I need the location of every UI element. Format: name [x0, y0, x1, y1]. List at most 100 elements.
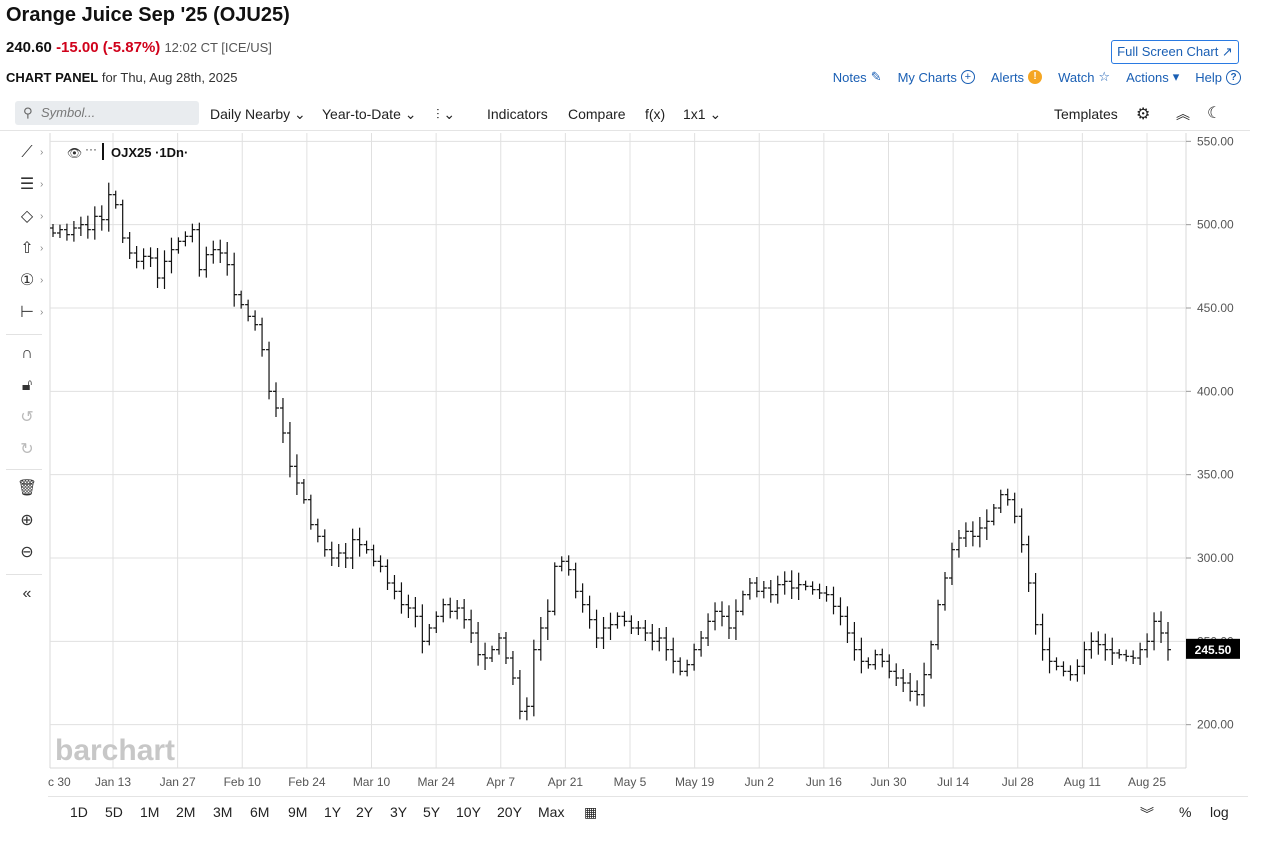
ohlc-bar	[893, 663, 900, 686]
ohlc-bar	[502, 632, 509, 664]
ohlc-bar	[607, 612, 614, 640]
collapse-sidebar-icon[interactable]: «	[22, 585, 32, 602]
interval-dropdown[interactable]: Daily Nearby ⌄	[210, 106, 306, 123]
range-10y[interactable]: 10Y	[456, 804, 481, 820]
ohlc-bar	[816, 583, 823, 599]
range-1y[interactable]: 1Y	[324, 804, 342, 820]
chart-legend: 👁︎ ··· OJX25 ·1Dn·	[67, 142, 188, 160]
ohlc-bar	[621, 611, 628, 627]
templates-button[interactable]: Templates	[1054, 106, 1118, 122]
range-3m[interactable]: 3M	[213, 804, 233, 820]
range-1d[interactable]: 1D	[70, 804, 88, 820]
ohlc-bar	[119, 199, 126, 243]
ohlc-bar	[1088, 632, 1095, 659]
ohlc-bar	[489, 645, 496, 662]
ohlc-bar	[955, 530, 962, 558]
zoom-in-icon[interactable]: ⊕	[20, 512, 34, 529]
measure-tool-icon[interactable]: ⊢ ›	[20, 304, 44, 321]
ohlc-bar	[1123, 649, 1130, 662]
y-tick-label: 500.00	[1197, 218, 1234, 232]
bar-type-dropdown[interactable]: ⫶ ⌄	[436, 106, 455, 123]
edit-icon: ✎	[870, 69, 882, 84]
range-6m[interactable]: 6M	[250, 804, 270, 820]
ohlc-bar	[558, 556, 565, 572]
ohlc-bar	[105, 182, 112, 232]
zoom-out-icon[interactable]: ⊖	[20, 544, 34, 561]
calendar-icon[interactable]: ▦	[584, 804, 598, 820]
annotation-tool-icon[interactable]: ① ›	[19, 272, 44, 289]
ohlc-bar	[523, 697, 530, 721]
function-button[interactable]: f(x)	[645, 106, 666, 122]
ohlc-bar	[342, 543, 349, 568]
my-charts-link[interactable]: My Charts +	[898, 69, 975, 85]
symbol-search-input[interactable]: ⚲ Symbol...	[15, 101, 199, 125]
ohlc-bar	[663, 627, 670, 661]
ohlc-bar	[433, 611, 440, 633]
x-tick-label: May 5	[614, 775, 647, 789]
x-tick-label: Jan 13	[95, 775, 131, 789]
y-tick-label: 450.00	[1197, 301, 1234, 315]
range-dropdown[interactable]: Year-to-Date ⌄	[322, 106, 416, 123]
expand-down-icon[interactable]: ︾	[1140, 806, 1154, 822]
percent-toggle[interactable]: %	[1179, 804, 1192, 820]
price-tag-box	[1186, 638, 1240, 659]
ohlc-bar	[273, 382, 279, 417]
actions-menu[interactable]: Actions ▾	[1126, 69, 1179, 85]
watch-link[interactable]: Watch ☆	[1058, 69, 1110, 85]
ohlc-bar	[677, 657, 684, 676]
alert-icon: !	[1028, 70, 1043, 84]
ohlc-bar	[196, 222, 203, 277]
ohlc-bar	[1039, 613, 1046, 661]
ohlc-bar	[830, 586, 837, 615]
current-price-tag: 245.50	[1186, 638, 1240, 659]
range-2y[interactable]: 2Y	[356, 804, 374, 820]
log-toggle[interactable]: log	[1210, 804, 1229, 820]
alerts-link[interactable]: Alerts!	[991, 69, 1043, 85]
fib-tool-icon[interactable]: ☰ ›	[19, 176, 44, 193]
shape-tool-icon[interactable]: ◇ ›	[20, 208, 44, 225]
settings-gear-icon[interactable]: ⚙	[1136, 106, 1151, 123]
range-2m[interactable]: 2M	[176, 804, 196, 820]
trash-icon[interactable]: 🗑︎	[16, 480, 38, 497]
help-link[interactable]: Help?	[1195, 69, 1241, 85]
ohlc-bar	[1102, 633, 1109, 661]
layout-dropdown[interactable]: 1x1 ⌄	[683, 106, 721, 123]
lock-icon[interactable]: 🔓︎	[21, 377, 33, 394]
range-max[interactable]: Max	[538, 804, 565, 820]
ohlc-bar	[447, 597, 454, 619]
ohlc-bar	[948, 542, 955, 585]
ohlc-bar	[300, 479, 307, 504]
ohlc-bar	[656, 628, 663, 652]
line-tool-icon[interactable]: ⟋ ›	[21, 144, 44, 161]
notes-link[interactable]: Notes ✎	[833, 69, 882, 85]
ohlc-bar	[321, 529, 328, 557]
range-3y[interactable]: 3Y	[390, 804, 408, 820]
x-tick-label: Aug 11	[1064, 775, 1101, 789]
range-20y[interactable]: 20Y	[497, 804, 522, 820]
range-9m[interactable]: 9M	[288, 804, 308, 820]
y-tick-label: 250.00	[1197, 634, 1234, 648]
ohlc-bar	[872, 649, 879, 670]
range-5y[interactable]: 5Y	[423, 804, 441, 820]
ohlc-bar	[551, 562, 558, 616]
ohlc-bar	[1067, 665, 1074, 681]
dark-mode-moon-icon[interactable]: ☾	[1207, 105, 1222, 122]
chart-panel-label: CHART PANEL for Thu, Aug 28th, 2025	[6, 70, 237, 85]
compare-button[interactable]: Compare	[568, 106, 626, 122]
x-tick-label: Feb 24	[288, 775, 326, 789]
range-5d[interactable]: 5D	[105, 804, 123, 820]
range-1m[interactable]: 1M	[140, 804, 160, 820]
full-screen-chart-button[interactable]: Full Screen Chart ↗	[1111, 40, 1239, 64]
redo-icon[interactable]: ↻	[20, 441, 34, 458]
arrow-tool-icon[interactable]: ⇧ ›	[20, 240, 44, 257]
legend-swatch	[102, 143, 104, 160]
more-dots-icon[interactable]: ···	[85, 142, 97, 156]
magnet-icon[interactable]: ∩	[21, 345, 33, 362]
undo-icon[interactable]: ↺	[20, 409, 34, 426]
eye-icon[interactable]: 👁︎	[67, 146, 82, 160]
indicators-button[interactable]: Indicators	[487, 106, 548, 122]
star-icon: ☆	[1098, 69, 1111, 84]
ohlc-bar	[454, 600, 461, 620]
ohlc-bar	[63, 223, 70, 241]
collapse-up-icon[interactable]: ︽	[1176, 106, 1190, 122]
